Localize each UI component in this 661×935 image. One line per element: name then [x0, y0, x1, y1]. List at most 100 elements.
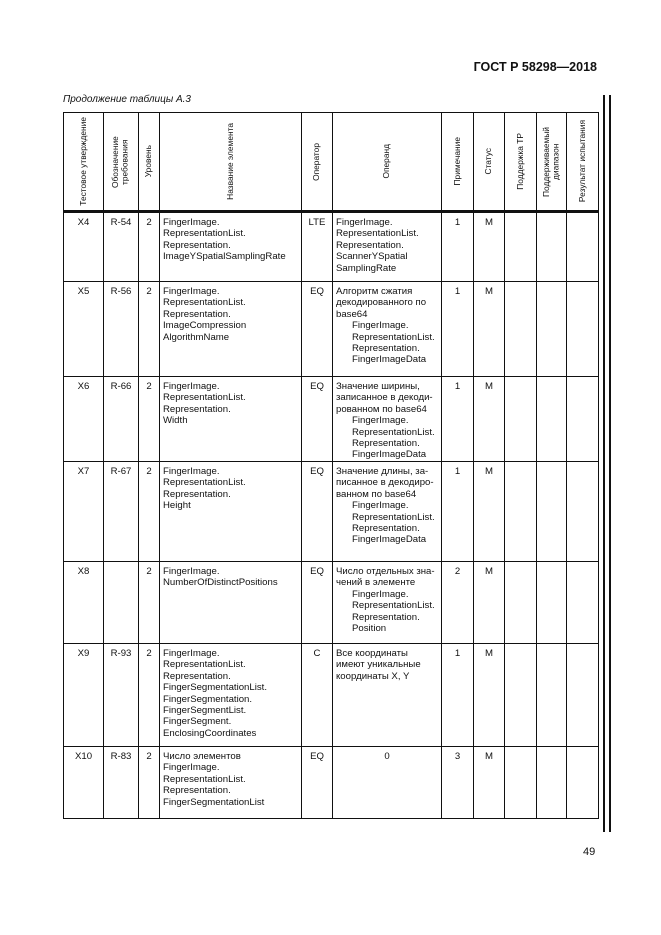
test-assertion-cell: X7	[63, 461, 104, 562]
operand-sub-line: FingerImage.	[352, 415, 409, 427]
operand-line: координаты X, Y	[336, 670, 410, 682]
test-assertion-cell: X6	[63, 376, 104, 462]
element-name-line: Representation.	[163, 670, 231, 682]
column-header-label: Обозначение требования	[110, 135, 130, 188]
column-header-level: Уровень	[138, 112, 160, 213]
level-cell: 2	[138, 211, 160, 282]
level-cell: 2	[138, 281, 160, 377]
element-name-line: EnclosingCoordinates	[163, 727, 257, 739]
requirement-id-cell: R-66	[103, 376, 139, 462]
operand-cell: Значение длины, за-писанное в декодиро-в…	[332, 461, 442, 562]
element-name-line: FingerImage.	[163, 566, 220, 577]
test-assertion-cell: X5	[63, 281, 104, 377]
element-name-line: ImageCompression	[163, 320, 247, 332]
column-header-requirement-id: Обозначение требования	[103, 112, 139, 213]
table-row: X4 R-54 2 FingerImage. RepresentationList. Re…	[63, 211, 599, 282]
status-cell: M	[473, 643, 505, 747]
requirement-id-cell: R-67	[103, 461, 139, 562]
test-result-cell	[566, 746, 599, 819]
note-cell: 1	[441, 281, 474, 377]
element-name-line: FingerImage.	[163, 762, 220, 774]
supported-range-cell	[536, 211, 567, 282]
status-cell: M	[473, 461, 505, 562]
column-header-label: Поддерживаемый диапазон	[540, 126, 561, 197]
element-name-line: FingerImage.	[163, 286, 220, 297]
test-assertion-cell: X4	[63, 211, 104, 282]
level-cell: 2	[138, 643, 160, 747]
element-name-line: RepresentationList.	[163, 392, 246, 404]
operand-line: чений в элементе	[336, 577, 416, 589]
supported-range-cell	[536, 561, 567, 644]
column-header-test-assertion: Тестовое утверждение	[63, 112, 104, 213]
operand-line: ScannerYSpatial	[336, 251, 408, 263]
operand-sub-line: Representation.	[352, 343, 420, 355]
element-name-cell: FingerImage. RepresentationList. Represent…	[159, 211, 302, 282]
element-name-line: Representation.	[163, 308, 231, 320]
tp-support-cell	[504, 211, 537, 282]
column-header-operator: Оператор	[301, 112, 333, 213]
operand-line: base64	[336, 308, 368, 320]
operand-cell: 0	[332, 746, 442, 819]
element-name-line: FingerSegmentationList.	[163, 682, 267, 694]
test-result-cell	[566, 461, 599, 562]
operand-line: Значение ширины,	[336, 381, 420, 392]
operand-cell: FingerImage. RepresentationList. Represent…	[332, 211, 442, 282]
column-header-label: Оператор	[311, 142, 322, 181]
tp-support-cell	[504, 281, 537, 377]
element-name-line: FingerImage.	[163, 217, 220, 228]
operator-cell: LTE	[301, 211, 333, 282]
tp-support-cell	[504, 561, 537, 644]
element-name-line: Representation.	[163, 403, 231, 415]
element-name-line: FingerImage.	[163, 381, 220, 392]
table-continuation-caption: Продолжение таблицы А.3	[63, 94, 191, 105]
element-name-cell: FingerImage. RepresentationList. Represent…	[159, 461, 302, 562]
column-header-label: Уровень	[143, 145, 154, 178]
element-name-line: RepresentationList.	[163, 773, 246, 785]
operator-cell: C	[301, 643, 333, 747]
element-name-line: ImageYSpatialSamplingRate	[163, 251, 286, 263]
column-header-note: Примечание	[441, 112, 474, 213]
note-cell: 1	[441, 643, 474, 747]
operand-line: рованном по base64	[336, 403, 427, 415]
element-name-line: FingerSegmentationList	[163, 796, 265, 808]
operand-sub-line: RepresentationList.	[352, 600, 435, 612]
operand-line: Алгоритм сжатия	[336, 286, 413, 297]
level-cell: 2	[138, 376, 160, 462]
table-row: X8 2 FingerImage. NumberOfDistinctPositions…	[63, 561, 599, 644]
tp-support-cell	[504, 746, 537, 819]
operand-cell: Значение ширины, записанное в декоди-рова…	[332, 376, 442, 462]
element-name-line: AlgorithmName	[163, 331, 230, 343]
column-header-status: Статус	[473, 112, 505, 213]
note-cell: 1	[441, 211, 474, 282]
element-name-line: FingerSegmentList.	[163, 705, 247, 717]
operator-cell: EQ	[301, 461, 333, 562]
element-name-line: NumberOfDistinctPositions	[163, 577, 278, 589]
supported-range-cell	[536, 281, 567, 377]
status-cell: M	[473, 211, 505, 282]
element-name-line: Число элементов	[163, 751, 241, 762]
supported-range-cell	[536, 376, 567, 462]
column-header-supported-range: Поддерживаемый диапазон	[536, 112, 567, 213]
element-name-cell: FingerImage. RepresentationList. Represent…	[159, 643, 302, 747]
operand-line: SamplingRate	[336, 262, 397, 274]
element-name-cell: Число элементов FingerImage. Representatio…	[159, 746, 302, 819]
element-name-cell: FingerImage. RepresentationList. Represent…	[159, 281, 302, 377]
test-assertion-cell: X9	[63, 643, 104, 747]
element-name-line: FingerImage.	[163, 466, 220, 477]
element-name-line: FingerSegment.	[163, 716, 232, 728]
column-header-operand: Операнд	[332, 112, 442, 213]
operator-cell: EQ	[301, 376, 333, 462]
change-bar	[603, 95, 605, 832]
test-result-cell	[566, 561, 599, 644]
element-name-line: RepresentationList.	[163, 659, 246, 671]
status-cell: M	[473, 281, 505, 377]
element-name-line: RepresentationList.	[163, 297, 246, 309]
supported-range-cell	[536, 746, 567, 819]
element-name-line: Representation.	[163, 785, 231, 797]
requirement-id-cell: R-83	[103, 746, 139, 819]
element-name-line: Height	[163, 500, 191, 512]
test-assertion-cell: X10	[63, 746, 104, 819]
requirement-id-cell: R-54	[103, 211, 139, 282]
table-row: X7 R-67 2 FingerImage. RepresentationList. Re…	[63, 461, 599, 562]
column-header-label: Название элемента	[224, 123, 235, 200]
